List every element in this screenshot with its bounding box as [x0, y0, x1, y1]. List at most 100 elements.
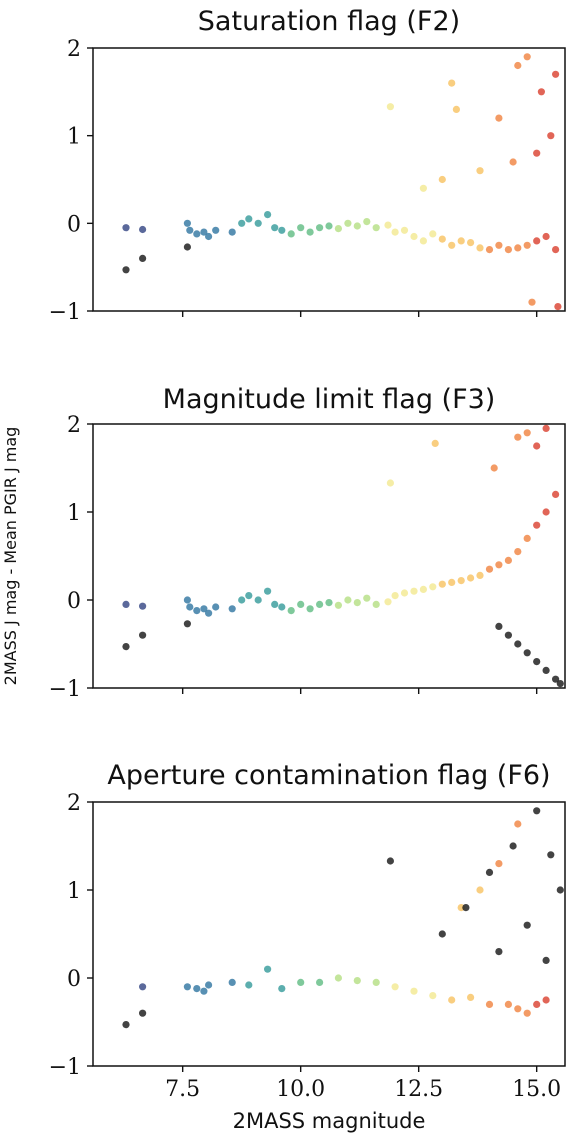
data-point	[542, 508, 550, 516]
series-2	[122, 243, 191, 274]
data-point	[438, 930, 446, 938]
data-point	[523, 241, 531, 249]
y-tick-label: −1	[49, 677, 81, 702]
series-1	[122, 53, 562, 311]
data-point	[228, 605, 236, 613]
data-point	[254, 596, 262, 604]
data-point	[429, 583, 437, 591]
data-point	[183, 219, 191, 227]
data-point	[495, 622, 503, 631]
data-point	[228, 978, 236, 987]
data-point	[271, 224, 279, 232]
y-tick-label: 0	[67, 589, 81, 614]
y-tick-label: 2	[67, 791, 81, 816]
data-point	[410, 987, 418, 995]
data-point	[504, 556, 512, 565]
data-point	[429, 230, 437, 238]
data-point	[547, 132, 555, 140]
data-point	[264, 211, 272, 219]
data-point	[344, 219, 352, 227]
data-point	[457, 577, 465, 585]
plot-frame	[92, 423, 566, 689]
y-tick-label: −1	[49, 300, 81, 325]
data-point	[297, 224, 305, 232]
data-point	[372, 224, 380, 232]
data-point	[485, 1000, 494, 1009]
chart-title: Aperture contamination flag (F6)	[107, 760, 550, 791]
data-point	[533, 237, 541, 245]
data-point	[183, 243, 191, 251]
data-point	[122, 1021, 130, 1029]
data-point	[514, 61, 522, 70]
data-point	[523, 921, 531, 929]
data-point	[438, 235, 446, 243]
data-point	[122, 224, 130, 232]
data-point	[509, 842, 517, 850]
data-point	[353, 977, 361, 985]
data-point	[245, 592, 253, 600]
data-point	[547, 851, 555, 859]
data-point	[139, 1009, 147, 1017]
data-point	[514, 244, 522, 252]
data-point	[552, 70, 560, 78]
y-tick-label: −1	[49, 1055, 81, 1080]
data-point	[462, 904, 470, 912]
data-point	[306, 605, 314, 613]
data-point	[552, 246, 560, 254]
data-point	[485, 868, 494, 877]
data-point	[514, 1005, 522, 1013]
data-point	[448, 241, 456, 249]
data-point	[419, 585, 427, 594]
data-point	[537, 88, 546, 96]
y-tick-label: 1	[67, 501, 81, 526]
data-point	[533, 658, 541, 666]
data-point	[278, 226, 286, 234]
data-point	[183, 596, 191, 604]
data-point	[523, 534, 531, 543]
series-1	[122, 424, 560, 617]
data-point	[410, 587, 418, 595]
data-point	[122, 643, 130, 651]
data-point	[228, 228, 236, 236]
data-point	[528, 298, 536, 306]
data-point	[122, 600, 130, 609]
data-point	[238, 219, 246, 227]
y-tick-label: 1	[67, 879, 81, 904]
data-point	[533, 521, 541, 529]
data-point	[476, 167, 484, 175]
data-point	[245, 215, 253, 223]
data-point	[495, 948, 503, 956]
data-point	[287, 607, 295, 615]
data-point	[186, 226, 194, 234]
data-point	[523, 53, 531, 61]
x-axis-label: 2MASS magnitude	[233, 1109, 426, 1133]
data-point	[306, 228, 314, 236]
data-point	[476, 244, 484, 252]
chart-title: Magnitude limit flag (F3)	[163, 384, 496, 415]
data-point	[384, 598, 392, 606]
data-point	[552, 675, 560, 683]
data-point	[372, 600, 380, 609]
data-point	[419, 184, 427, 192]
x-tick-label: 12.5	[394, 1077, 443, 1102]
data-point	[344, 596, 352, 604]
y-tick-label: 2	[67, 37, 81, 62]
data-point	[533, 807, 541, 815]
data-point	[554, 303, 562, 311]
plot-frame	[92, 801, 566, 1067]
data-point	[278, 603, 286, 611]
data-point	[504, 631, 512, 639]
chart-title: Saturation flag (F2)	[198, 6, 460, 37]
data-point	[429, 992, 437, 1000]
data-point	[384, 221, 392, 229]
data-point	[122, 266, 130, 274]
data-point	[297, 978, 305, 987]
data-point	[514, 548, 522, 556]
data-point	[372, 978, 380, 987]
data-point	[363, 594, 371, 602]
data-point	[410, 232, 418, 241]
data-point	[495, 114, 503, 122]
data-point	[278, 985, 286, 993]
data-point	[552, 490, 560, 498]
data-point	[556, 680, 564, 688]
